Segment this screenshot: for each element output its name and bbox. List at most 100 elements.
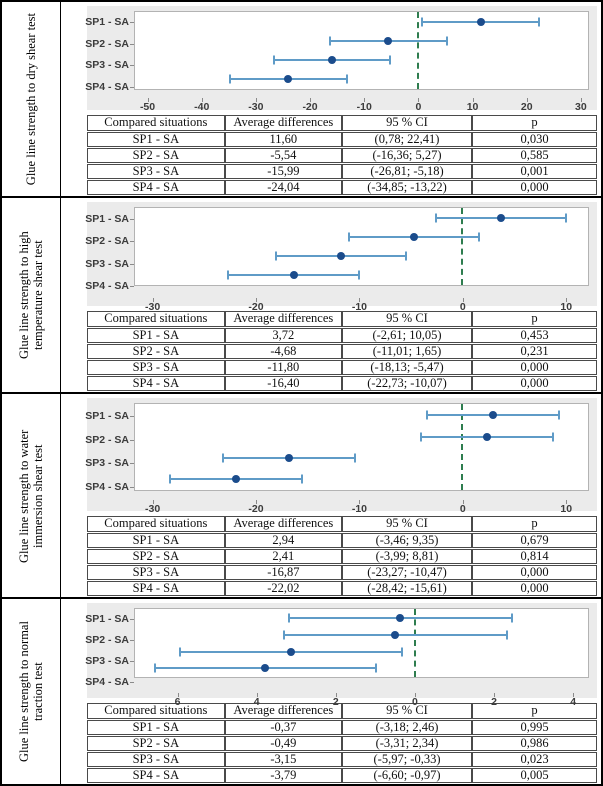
table-cell: -22,02 xyxy=(224,580,342,596)
y-axis-tick xyxy=(130,286,134,288)
ci-upper-cap xyxy=(557,410,560,420)
category-label: SP1 - SA xyxy=(85,16,129,29)
x-axis-tick-label: -10 xyxy=(351,301,368,313)
mean-dot xyxy=(284,75,293,84)
table-header-cell: p xyxy=(472,311,597,327)
ci-lower-cap xyxy=(420,432,423,442)
table-header-cell: 95 % CI xyxy=(341,311,473,327)
y-axis-tick xyxy=(130,65,134,67)
table-cell: SP4 - SA xyxy=(87,767,225,783)
category-label: SP1 - SA xyxy=(85,613,129,626)
ci-lower-cap xyxy=(421,17,424,27)
mean-dot xyxy=(410,233,419,242)
mean-dot xyxy=(483,432,492,441)
panel: Glue line strength to high temperature s… xyxy=(2,196,601,392)
ci-upper-cap xyxy=(537,17,540,27)
mean-dot xyxy=(336,252,345,261)
plot-area xyxy=(134,403,589,492)
category-label: SP2 - SA xyxy=(85,433,129,446)
table-header-cell: Average differences xyxy=(224,703,342,719)
table-cell: 0,005 xyxy=(472,767,597,783)
y-axis-tick xyxy=(130,640,134,642)
panel-title: Glue line strength to dry shear test xyxy=(24,12,38,186)
y-axis-tick xyxy=(130,463,134,465)
table-row: SP3 - SA -3,15 (-5,97; -0,33) 0,023 xyxy=(87,751,597,767)
panel-title: Glue line strength to normal traction te… xyxy=(17,621,45,762)
x-axis-tick xyxy=(147,98,149,102)
category-label: SP3 - SA xyxy=(85,257,129,270)
mean-dot xyxy=(261,664,270,673)
x-axis-tick xyxy=(359,500,361,504)
table-cell: (-34,85; -13,22) xyxy=(341,179,473,195)
table-cell: 0,023 xyxy=(472,751,597,767)
x-axis-tick xyxy=(566,500,568,504)
table-row: SP1 - SA -0,37 (-3,18; 2,46) 0,995 xyxy=(87,719,597,735)
panel-title: Glue line strength to water immersion sh… xyxy=(17,428,45,563)
x-axis-tick xyxy=(418,98,420,102)
table-cell: 2,94 xyxy=(224,532,342,548)
x-axis-tick xyxy=(310,98,312,102)
table-cell: 0,814 xyxy=(472,548,597,564)
x-axis-tick-label: 0 xyxy=(411,696,418,708)
ci-upper-cap xyxy=(445,36,448,46)
x-axis-tick xyxy=(177,693,179,697)
table-row: SP2 - SA -4,68 (-11,01; 1,65) 0,231 xyxy=(87,343,597,359)
x-axis-tick xyxy=(359,298,361,302)
table-cell: 0,000 xyxy=(472,580,597,596)
category-label: SP4 - SA xyxy=(85,675,129,688)
category-label: SP3 - SA xyxy=(85,654,129,667)
table-cell: -24,04 xyxy=(224,179,342,195)
table-cell: SP4 - SA xyxy=(87,580,225,596)
category-label: SP3 - SA xyxy=(85,59,129,72)
table-cell: (-23,27; -10,47) xyxy=(341,564,473,580)
x-axis-tick xyxy=(526,98,528,102)
table-row: SP2 - SA -5,54 (-16,36; 5,27) 0,585 xyxy=(87,147,597,163)
ci-lower-cap xyxy=(328,36,331,46)
table-cell: (-18,13; -5,47) xyxy=(341,359,473,375)
x-axis-tick-label: 10 xyxy=(560,301,573,313)
ci-upper-cap xyxy=(375,663,378,673)
ci-lower-cap xyxy=(434,213,437,223)
x-axis-tick-label: -20 xyxy=(248,301,264,313)
table-cell: 2,41 xyxy=(224,548,342,564)
table-cell: (-16,36; 5,27) xyxy=(341,147,473,163)
ci-lower-cap xyxy=(178,647,181,657)
mean-dot xyxy=(396,613,405,622)
x-axis-tick-label: -30 xyxy=(145,503,161,515)
ci-upper-cap xyxy=(564,213,567,223)
table-cell: 0,000 xyxy=(472,359,597,375)
ci-upper-cap xyxy=(552,432,555,442)
panel-label-cell: Glue line strength to high temperature s… xyxy=(2,198,61,392)
table-header-cell: 95 % CI xyxy=(341,703,473,719)
reference-line-zero xyxy=(461,404,464,491)
mean-dot xyxy=(289,271,298,280)
table-cell: SP4 - SA xyxy=(87,179,225,195)
category-label: SP1 - SA xyxy=(85,409,129,422)
table-cell: -4,68 xyxy=(224,343,342,359)
x-axis-tick-label: 4 xyxy=(570,696,577,708)
ci-lower-cap xyxy=(229,74,232,84)
table-cell: 0,000 xyxy=(472,179,597,195)
table-row: SP4 - SA -24,04 (-34,85; -13,22) 0,000 xyxy=(87,179,597,195)
x-axis-tick-label: 4 xyxy=(253,696,260,708)
table-row: SP2 - SA -0,49 (-3,31; 2,34) 0,986 xyxy=(87,735,597,751)
x-axis-tick xyxy=(255,98,257,102)
category-label: SP2 - SA xyxy=(85,634,129,647)
mean-dot xyxy=(286,647,295,656)
interval-plot: SP1 - SA SP2 - SA SP3 - SA SP4 - SA -30 -20 -1… xyxy=(85,202,597,313)
table-cell: (0,78; 22,41) xyxy=(341,131,473,147)
x-axis-tick-label: 30 xyxy=(575,101,587,113)
x-axis-tick xyxy=(201,98,203,102)
table-cell: -0,37 xyxy=(224,719,342,735)
table-cell: SP1 - SA xyxy=(87,131,225,147)
table-cell: SP1 - SA xyxy=(87,532,225,548)
mean-dot xyxy=(327,56,336,65)
panel-body: SP1 - SA SP2 - SA SP3 - SA SP4 - SA -30 -20 -1… xyxy=(61,394,601,597)
table-cell: 0,679 xyxy=(472,532,597,548)
x-axis-tick xyxy=(472,98,474,102)
table-header-cell: Compared situations xyxy=(87,516,225,532)
table-row: SP1 - SA 3,72 (-2,61; 10,05) 0,453 xyxy=(87,327,597,343)
table-header-cell: Average differences xyxy=(224,115,342,131)
table-cell: -11,80 xyxy=(224,359,342,375)
table-row: SP4 - SA -3,79 (-6,60; -0,97) 0,005 xyxy=(87,767,597,783)
